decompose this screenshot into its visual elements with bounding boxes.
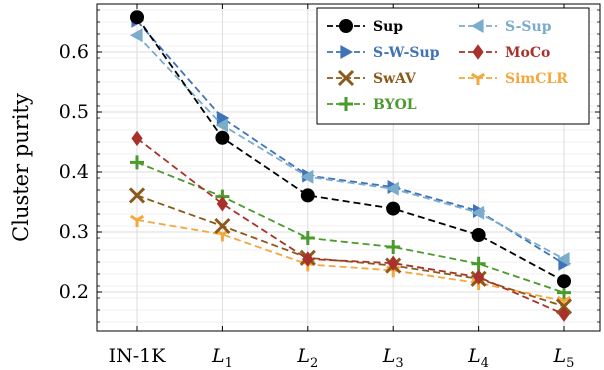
data-point [471,205,485,220]
legend-entry: SimCLR [459,71,568,87]
series-line [136,20,565,265]
legend-label: MoCo [505,45,550,61]
data-point [557,274,571,289]
data-point [216,196,228,212]
y-tick-label: 0.6 [59,41,89,63]
legend-box [316,7,590,125]
data-point [300,231,315,245]
series-moco [131,130,570,322]
legend-entry: BYOL [327,97,417,113]
data-point [387,255,399,271]
data-point [214,217,231,235]
x-tick-label: L4 [467,345,489,370]
axis-ticks: 0.2 0.3 0.4 0.5 0.6 IN-1K L1 L2 L3 L4 L5 [59,4,600,370]
legend-label: SwAV [373,71,417,87]
data-point [300,169,314,184]
data-point [471,228,486,242]
legend-entry: Sup [327,19,403,35]
data-point [130,10,144,25]
legend-label: S-Sup [505,19,552,35]
x-tick-label: L3 [382,345,404,370]
legend-label: SimCLR [505,71,568,87]
series-layer [128,10,573,322]
data-point [339,19,353,33]
legend-label: Sup [373,19,403,35]
series-sup [130,10,571,289]
data-point [555,298,573,315]
legend-entry: SwAV [327,69,417,87]
data-point [472,44,484,60]
series-byol [130,155,571,300]
data-point [215,130,230,145]
data-point [558,306,570,322]
data-point [300,188,315,203]
x-tick-label: L5 [553,345,575,370]
series-line [136,161,565,294]
data-point [128,187,146,204]
data-point [386,201,401,216]
legend-label: S-W-Sup [373,45,440,61]
data-point [339,97,353,111]
data-point [302,251,314,267]
data-point [473,269,485,285]
data-point [216,111,230,125]
series-line [136,16,565,282]
y-tick-label: 0.4 [59,161,89,183]
y-tick-label: 0.2 [59,281,89,303]
legend: Sup S-Sup S-W-Sup MoCo SwAV SimCLR BYOL [316,7,590,125]
series-line [136,194,565,308]
series-s-sup [130,28,570,266]
x-tick-label: L1 [211,345,233,370]
legend-entry: MoCo [459,44,550,61]
y-tick-label: 0.5 [59,101,89,123]
data-point [130,155,144,170]
series-line [136,137,565,316]
legend-entry: S-W-Sup [327,45,440,61]
data-point [386,240,401,254]
data-point [471,256,486,271]
x-tick-label: L2 [296,345,318,370]
data-point [470,72,486,85]
data-point [386,181,399,196]
series-line [136,34,565,260]
y-tick-label: 0.3 [59,221,89,243]
data-point [215,118,228,133]
legend-entry: S-Sup [459,19,552,35]
data-point [340,45,353,59]
data-point [130,28,143,43]
data-point [557,252,570,266]
series-swav [128,187,573,315]
y-axis-title: Cluster purity [9,93,33,242]
data-point [471,19,484,33]
data-point [131,130,143,147]
plot-frame [96,3,601,332]
data-point [337,69,355,87]
legend-label: BYOL [373,97,417,113]
x-tick-label: IN-1K [109,345,167,367]
series-line [136,219,565,302]
data-point [129,214,145,227]
